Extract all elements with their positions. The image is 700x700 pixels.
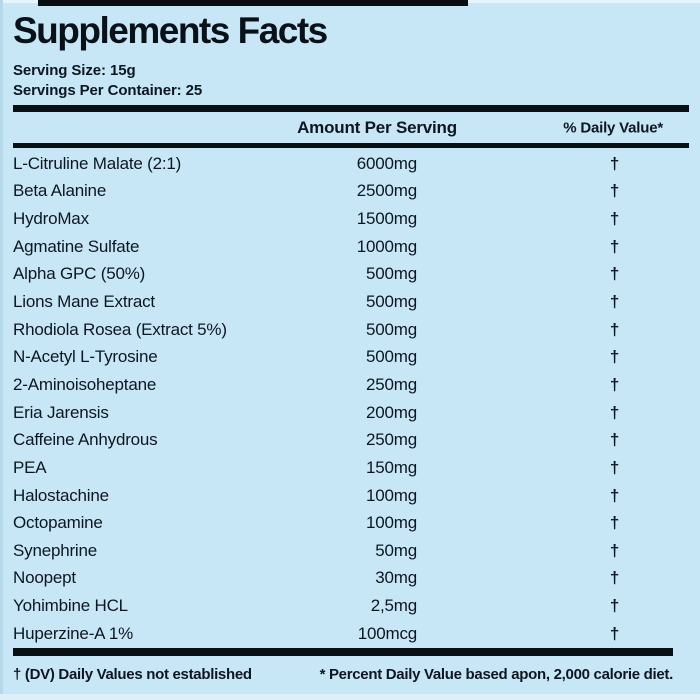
ingredient-name: N-Acetyl L-Tyrosine <box>13 347 158 367</box>
ingredient-row: Huperzine-A 1% 100mcg † <box>13 620 689 648</box>
ingredient-row: Rhodiola Rosea (Extract 5%) 500mg † <box>13 316 689 344</box>
ingredient-daily-value: † <box>609 236 620 256</box>
ingredient-amount: 100mcg <box>357 623 417 643</box>
ingredient-daily-value: † <box>609 485 620 505</box>
ingredient-row: Eria Jarensis 200mg † <box>13 399 689 427</box>
footnote-daily-values: † (DV) Daily Values not established <box>13 665 252 683</box>
ingredient-amount: 500mg <box>366 292 417 312</box>
top-black-bar <box>38 0 468 6</box>
ingredient-row: Beta Alanine 2500mg † <box>13 178 689 206</box>
ingredient-name: Agmatine Sulfate <box>13 236 140 256</box>
ingredient-amount: 250mg <box>366 374 417 394</box>
ingredient-daily-value: † <box>609 568 620 588</box>
ingredient-amount: 500mg <box>366 264 417 284</box>
thick-divider-bottom <box>13 647 673 656</box>
ingredient-daily-value: † <box>609 292 620 312</box>
ingredient-daily-value: † <box>609 623 620 643</box>
ingredient-row: Octopamine 100mg † <box>13 509 689 537</box>
ingredient-amount: 1000mg <box>356 236 417 256</box>
serving-size: Serving Size: 15g <box>13 62 136 79</box>
column-header-row: Amount Per Serving % Daily Value* <box>13 112 689 143</box>
ingredient-amount: 1500mg <box>356 209 417 229</box>
ingredient-daily-value: † <box>609 402 620 422</box>
ingredient-name: Synephrine <box>13 540 98 560</box>
ingredient-row: L-Citruline Malate (2:1) 6000mg † <box>13 150 689 178</box>
ingredient-row: Noopept 30mg † <box>13 565 689 593</box>
ingredient-table: L-Citruline Malate (2:1) 6000mg † Beta Alan… <box>13 150 689 648</box>
ingredient-amount: 250mg <box>366 430 417 450</box>
ingredient-row: Alpha GPC (50%) 500mg † <box>13 261 689 289</box>
ingredient-name: Octopamine <box>13 513 103 533</box>
ingredient-row: HydroMax 1500mg † <box>13 205 689 233</box>
ingredient-daily-value: † <box>609 264 620 284</box>
ingredient-amount: 500mg <box>366 319 417 339</box>
ingredient-row: Agmatine Sulfate 1000mg † <box>13 233 689 261</box>
ingredient-name: HydroMax <box>13 209 89 229</box>
panel-title: Supplements Facts <box>13 10 328 51</box>
ingredient-daily-value: † <box>609 374 620 394</box>
servings-per-container: Servings Per Container: 25 <box>13 82 203 99</box>
ingredient-row: Halostachine 100mg † <box>13 482 689 510</box>
ingredient-amount: 6000mg <box>356 153 417 173</box>
ingredient-daily-value: † <box>609 153 620 173</box>
ingredient-daily-value: † <box>609 181 620 201</box>
ingredient-amount: 30mg <box>375 568 417 588</box>
ingredient-amount: 100mg <box>366 485 417 505</box>
ingredient-name: Huperzine-A 1% <box>13 623 134 643</box>
ingredient-amount: 500mg <box>366 347 417 367</box>
ingredient-row: Yohimbine HCL 2,5mg † <box>13 592 689 620</box>
ingredient-amount: 2,5mg <box>370 596 417 616</box>
ingredient-amount: 50mg <box>375 540 417 560</box>
ingredient-row: 2-Aminoisoheptane 250mg † <box>13 371 689 399</box>
ingredient-amount: 150mg <box>366 457 417 477</box>
ingredient-daily-value: † <box>609 209 620 229</box>
ingredient-name: Caffeine Anhydrous <box>13 430 158 450</box>
ingredient-name: Rhodiola Rosea (Extract 5%) <box>13 319 227 339</box>
ingredient-name: Yohimbine HCL <box>13 596 128 616</box>
ingredient-daily-value: † <box>609 319 620 339</box>
header-divider <box>13 143 689 148</box>
ingredient-name: 2-Aminoisoheptane <box>13 374 157 394</box>
ingredient-name: Halostachine <box>13 485 109 505</box>
photo-left-edge <box>0 0 3 700</box>
ingredient-daily-value: † <box>609 513 620 533</box>
daily-value-header: % Daily Value* <box>563 119 663 136</box>
thick-divider-top <box>13 105 689 112</box>
ingredient-row: Caffeine Anhydrous 250mg † <box>13 426 689 454</box>
ingredient-name: Lions Mane Extract <box>13 292 155 312</box>
ingredient-row: Lions Mane Extract 500mg † <box>13 288 689 316</box>
ingredient-daily-value: † <box>609 347 620 367</box>
ingredient-daily-value: † <box>609 430 620 450</box>
ingredient-daily-value: † <box>609 540 620 560</box>
ingredient-daily-value: † <box>609 457 620 477</box>
ingredient-daily-value: † <box>609 596 620 616</box>
supplement-facts-panel: Supplements Facts Serving Size: 15g Serv… <box>13 0 689 685</box>
ingredient-name: Noopept <box>13 568 76 588</box>
ingredient-amount: 200mg <box>366 402 417 422</box>
ingredient-amount: 2500mg <box>356 181 417 201</box>
ingredient-name: Beta Alanine <box>13 181 107 201</box>
ingredient-row: Synephrine 50mg † <box>13 537 689 565</box>
ingredient-name: PEA <box>13 457 47 477</box>
amount-per-serving-header: Amount Per Serving <box>297 117 457 137</box>
ingredient-name: Alpha GPC (50%) <box>13 264 146 284</box>
footnote-percent-dv: * Percent Daily Value based apon, 2,000 … <box>319 665 674 683</box>
ingredient-amount: 100mg <box>366 513 417 533</box>
ingredient-name: Eria Jarensis <box>13 402 109 422</box>
footnotes: † (DV) Daily Values not established * Pe… <box>13 665 673 685</box>
ingredient-row: PEA 150mg † <box>13 454 689 482</box>
photo-bottom-edge <box>0 694 700 700</box>
ingredient-row: N-Acetyl L-Tyrosine 500mg † <box>13 343 689 371</box>
ingredient-name: L-Citruline Malate (2:1) <box>13 153 182 173</box>
